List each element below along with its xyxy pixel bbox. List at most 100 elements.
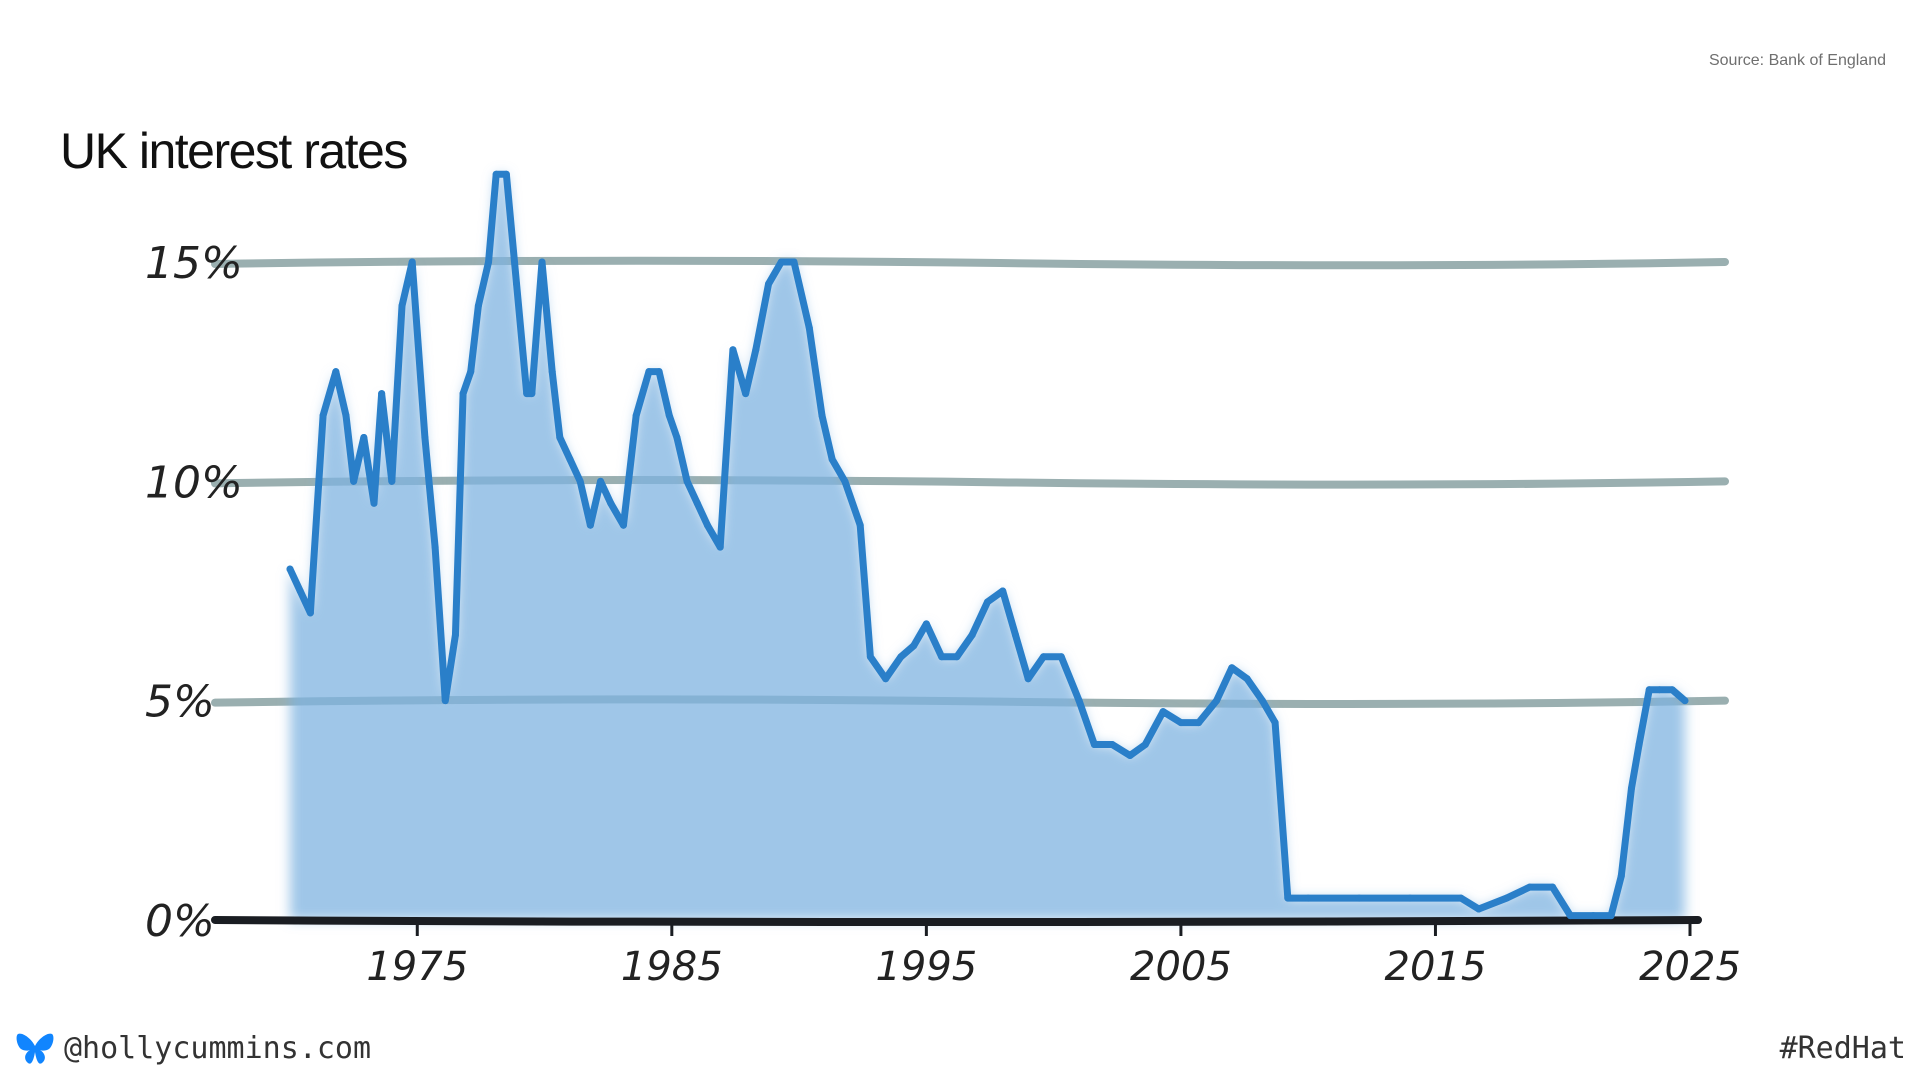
data-point: [655, 368, 663, 376]
data-point: [645, 368, 653, 376]
data-point: [332, 368, 340, 376]
y-tick-label: 10%: [145, 457, 243, 508]
data-point: [1213, 697, 1221, 705]
data-point: [752, 346, 760, 354]
data-point: [1503, 894, 1511, 902]
data-point: [983, 598, 991, 606]
data-point: [576, 477, 584, 485]
data-point: [765, 280, 773, 288]
data-point: [922, 620, 930, 628]
data-point: [999, 587, 1007, 595]
data-point: [1681, 697, 1689, 705]
area-fill: [290, 174, 1685, 920]
data-point: [1126, 752, 1134, 759]
data-point: [665, 412, 673, 420]
data-point: [485, 258, 493, 266]
data-point: [1655, 686, 1663, 694]
data-point: [841, 477, 849, 485]
data-point: [408, 258, 416, 266]
footer-handle: @hollycummins.com: [16, 1031, 371, 1066]
data-point: [556, 433, 564, 441]
data-point: [742, 390, 750, 398]
data-point: [451, 631, 459, 639]
data-point: [1108, 741, 1116, 749]
data-point: [586, 521, 594, 529]
gridline-15: [211, 256, 1729, 270]
data-point: [1090, 741, 1098, 749]
data-point: [1607, 912, 1615, 920]
x-tick-label: 2015: [1385, 944, 1487, 990]
hashtag-text: #RedHat: [1779, 1031, 1906, 1066]
data-point: [632, 412, 640, 420]
data-point: [528, 390, 536, 398]
data-point: [502, 170, 510, 178]
data-point: [607, 499, 615, 507]
x-tick-label: 2005: [1130, 944, 1232, 990]
data-point: [1024, 675, 1032, 683]
data-point: [619, 521, 627, 529]
x-tick-label: 1975: [366, 944, 468, 990]
data-point: [856, 521, 864, 529]
data-point: [597, 477, 605, 485]
data-point: [1457, 894, 1465, 902]
data-point: [474, 302, 482, 310]
y-tick-label: 15%: [145, 238, 243, 289]
data-point: [306, 609, 314, 617]
data-point: [1635, 741, 1643, 749]
data-point: [673, 433, 681, 441]
data-point: [1627, 784, 1635, 792]
data-point: [1159, 708, 1167, 716]
x-tick-label: 2025: [1639, 944, 1741, 990]
data-point: [1039, 653, 1047, 661]
data-point: [1304, 894, 1312, 902]
data-point: [729, 346, 737, 354]
data-point: [1475, 905, 1483, 913]
data-point: [548, 368, 556, 376]
data-point: [1566, 912, 1574, 920]
data-point: [953, 653, 961, 661]
data-point: [296, 587, 304, 595]
data-point: [1668, 686, 1676, 694]
data-point: [716, 543, 724, 551]
data-point: [398, 302, 406, 310]
data-point: [566, 455, 574, 463]
data-point: [421, 433, 429, 441]
data-point: [683, 477, 691, 485]
data-point: [1228, 664, 1236, 672]
data-point: [897, 653, 905, 661]
data-point: [1284, 894, 1292, 902]
data-point: [319, 412, 327, 420]
butterfly-icon: [16, 1033, 54, 1064]
data-point: [1406, 894, 1414, 902]
data-point: [492, 170, 500, 178]
data-point: [350, 477, 358, 485]
data-point: [1526, 883, 1534, 891]
data-point: [910, 642, 918, 650]
x-tick-label: 1985: [621, 944, 723, 990]
data-point: [1355, 894, 1363, 902]
data-point: [1195, 719, 1203, 727]
data-point: [1177, 719, 1185, 727]
data-point: [1243, 675, 1251, 683]
data-point: [703, 521, 711, 529]
data-point: [467, 368, 475, 376]
data-point: [378, 390, 386, 398]
data-point: [431, 543, 439, 551]
data-point: [1057, 653, 1065, 661]
data-point: [513, 280, 521, 288]
data-point: [1271, 719, 1279, 727]
data-point: [388, 477, 396, 485]
data-point: [818, 412, 826, 420]
data-point: [866, 653, 874, 661]
data-point: [805, 324, 813, 332]
data-point: [1011, 631, 1019, 639]
handle-text: @hollycummins.com: [64, 1031, 372, 1066]
data-point: [828, 455, 836, 463]
data-point: [370, 499, 378, 507]
data-point: [790, 258, 798, 266]
zero-baseline: [211, 916, 1702, 926]
y-tick-label: 5%: [145, 677, 215, 728]
data-point: [342, 412, 350, 420]
data-point: [538, 258, 546, 266]
